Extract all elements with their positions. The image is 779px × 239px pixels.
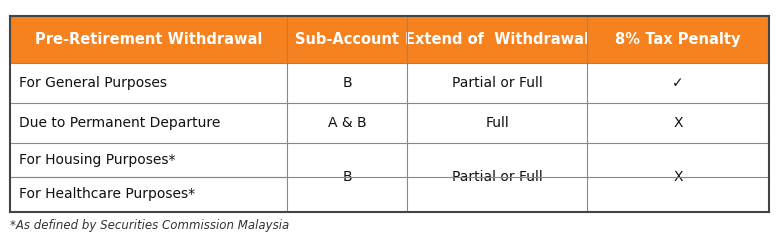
Text: 8% Tax Penalty: 8% Tax Penalty	[615, 32, 741, 47]
Text: For Housing Purposes*: For Housing Purposes*	[19, 153, 176, 167]
Text: X: X	[673, 170, 683, 185]
Text: Sub-Account: Sub-Account	[295, 32, 399, 47]
Text: B: B	[342, 76, 352, 90]
Bar	[10, 16, 769, 63]
Text: *As defined by Securities Commission Malaysia: *As defined by Securities Commission Mal…	[10, 219, 289, 232]
Text: ✓: ✓	[672, 76, 684, 90]
Text: Due to Permanent Departure: Due to Permanent Departure	[19, 116, 221, 130]
Text: X: X	[673, 116, 683, 130]
Bar	[10, 63, 769, 103]
Text: Partial or Full: Partial or Full	[452, 76, 543, 90]
Text: Full: Full	[485, 116, 509, 130]
Text: Pre-Retirement Withdrawal: Pre-Retirement Withdrawal	[35, 32, 262, 47]
Bar	[10, 103, 769, 143]
Text: B: B	[342, 170, 352, 185]
Text: A & B: A & B	[328, 116, 366, 130]
Text: For General Purposes: For General Purposes	[19, 76, 167, 90]
Text: For Healthcare Purposes*: For Healthcare Purposes*	[19, 187, 196, 201]
Text: Partial or Full: Partial or Full	[452, 170, 543, 185]
Bar	[10, 143, 769, 212]
Text: Extend of  Withdrawal: Extend of Withdrawal	[405, 32, 590, 47]
